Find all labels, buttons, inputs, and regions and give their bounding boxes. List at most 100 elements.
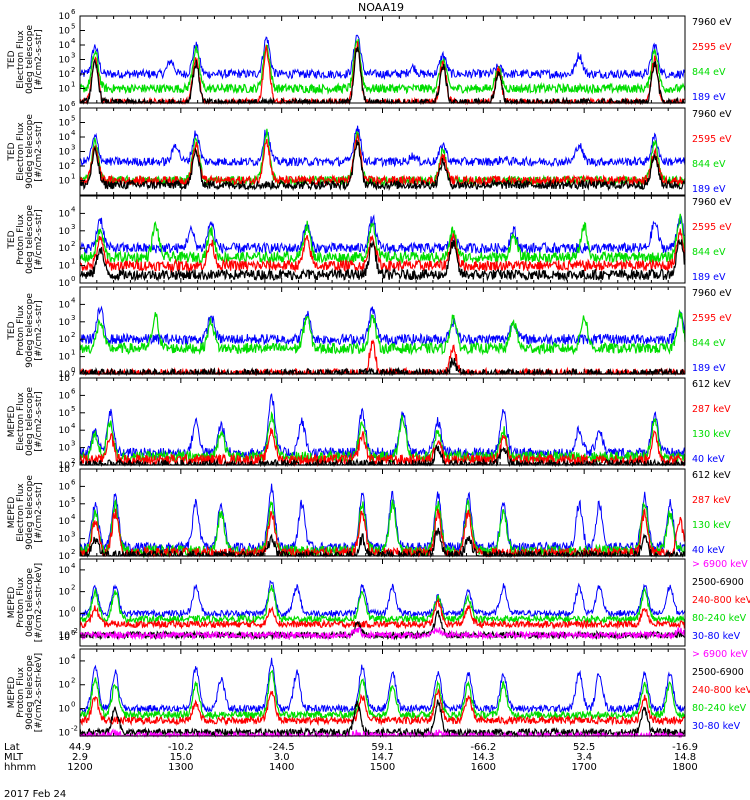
y-tick-exponent: 3 <box>71 144 75 152</box>
bottom-row-value: 2.9 <box>72 752 88 763</box>
y-tick-label: 10 <box>59 148 71 158</box>
y-tick-label: 10 <box>59 517 71 527</box>
series-red <box>79 427 686 467</box>
legend-entry: 2500-6900 <box>692 577 744 588</box>
series-line <box>79 38 686 95</box>
y-tick-exponent: 7 <box>71 461 75 469</box>
legend-entry: 40 keV <box>692 545 725 556</box>
y-axis-label-line: [#/cm2-s-str] <box>34 209 44 269</box>
y-tick-label: 10 <box>59 133 71 143</box>
legend-entry: 287 keV <box>692 495 731 506</box>
series-green <box>79 309 686 356</box>
y-tick-exponent: 5 <box>71 405 75 413</box>
y-tick-exponent: 6 <box>71 478 76 486</box>
y-axis-label-line: Proton Flux <box>16 577 26 628</box>
series-line <box>79 213 686 265</box>
y-axis-label-line: TED <box>7 50 17 69</box>
y-tick-label: 10 <box>59 482 71 492</box>
y-axis-label-line: MEPED <box>7 587 17 619</box>
bottom-axis: Lat 44.9 -10.2 -24.5 59.1 -66.2 52.5 -16.9 MLT 2.… <box>4 742 698 773</box>
y-axis-label-line: 90deg telescope <box>25 293 35 368</box>
y-tick-label: 10 <box>59 162 71 172</box>
y-tick-exponent: 3 <box>71 314 75 322</box>
y-tick-label: 10 <box>59 566 71 576</box>
y-tick-exponent: 5 <box>71 23 75 31</box>
bottom-row-value: 1300 <box>168 762 193 773</box>
y-tick-label: 10 <box>59 227 71 237</box>
bottom-row-value: 52.5 <box>573 742 595 753</box>
y-tick-exponent: 4 <box>71 513 76 521</box>
y-tick-label: 10 <box>59 681 71 691</box>
bottom-row-value: 59.1 <box>371 742 393 753</box>
series-blue <box>79 579 686 619</box>
y-tick-label: 10 <box>59 633 71 643</box>
legend: 7960 eV 2595 eV 844 eV 189 eV <box>692 17 732 103</box>
bottom-row-label: MLT <box>4 752 24 763</box>
y-tick-label: 10 <box>59 465 71 475</box>
series-line <box>79 139 686 192</box>
series-blue <box>79 305 686 347</box>
y-tick-label: 10 <box>59 300 71 310</box>
y-tick-exponent: 0 <box>71 366 75 374</box>
y-axis-label-line: 90deg telescope <box>25 475 35 550</box>
y-tick-label: 10 <box>59 85 71 95</box>
y-axis-label-line: 90deg telescope <box>25 114 35 189</box>
y-tick-label: 10 <box>59 27 71 37</box>
legend: > 6900 keV 2500-6900 240-800 keV 80-240 keV… <box>692 559 750 642</box>
y-tick-label: 10 <box>59 705 71 715</box>
y-tick-exponent: 2 <box>71 677 75 685</box>
legend-entry: 844 eV <box>692 159 726 170</box>
y-tick-label: 10 <box>59 353 71 363</box>
y-tick-label: 10 <box>59 391 71 401</box>
series-line <box>79 584 686 625</box>
y-tick-exponent: 4 <box>71 653 76 661</box>
y-tick-exponent: 2 <box>71 240 75 248</box>
series-line <box>79 657 686 714</box>
y-tick-label: 10 <box>59 444 71 454</box>
series-line <box>79 687 686 727</box>
y-axis-label-line: [#/cm2-s-str] <box>34 121 44 181</box>
legend-entry: 7960 eV <box>692 17 732 28</box>
y-axis-label-line: MEPED <box>7 677 17 709</box>
legend-entry: 30-80 keV <box>692 631 741 642</box>
y-tick-exponent: 2 <box>71 584 75 592</box>
bottom-row-value: 44.9 <box>69 742 91 753</box>
series-line <box>79 411 686 464</box>
series-green <box>79 411 686 464</box>
y-axis-label-line: [#/cm2-s-str] <box>34 391 44 451</box>
y-tick-exponent: 0 <box>71 605 75 613</box>
series-line <box>79 228 686 273</box>
y-tick-label: 10 <box>59 104 71 114</box>
series-line <box>79 669 686 721</box>
series-red <box>79 597 686 630</box>
series-line <box>79 309 686 356</box>
legend-entry: 7960 eV <box>692 109 732 120</box>
y-tick-exponent: -2 <box>71 627 78 635</box>
series-green <box>79 669 686 721</box>
series-line <box>79 238 686 283</box>
legend-entry: 844 eV <box>692 67 726 78</box>
y-axis-label: MEPED Electron Flux 90deg telescope [#/cm2-… <box>7 475 44 550</box>
series-line <box>79 483 686 555</box>
y-tick-exponent: 5 <box>71 115 75 123</box>
y-axis-label-line: 0deg telescope <box>25 568 35 638</box>
legend-entry: 189 eV <box>692 92 726 103</box>
y-axis-label: TED Proton Flux 90deg telescope [#/cm2-s-st… <box>7 293 44 368</box>
y-axis-label: TED Electron Flux 90deg telescope [#/cm2-s-… <box>7 114 44 189</box>
y-axis-label-line: [#/cm2-s-str] <box>34 482 44 542</box>
y-tick-label: 10 <box>59 209 71 219</box>
y-tick-exponent: 7 <box>71 370 75 378</box>
y-tick-label: 10 <box>59 177 71 187</box>
y-tick-label: 10 <box>59 56 71 66</box>
y-axis-label-line: [#/cm2-s-str] <box>34 300 44 360</box>
y-tick-label: 10 <box>59 318 71 328</box>
y-axis-label-line: Electron Flux <box>16 392 26 451</box>
